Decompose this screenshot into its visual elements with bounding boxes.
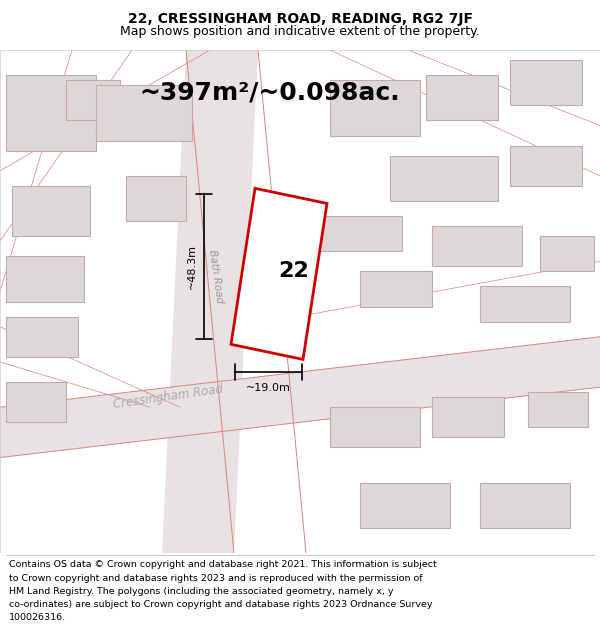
Polygon shape [480, 286, 570, 322]
Polygon shape [432, 397, 504, 437]
Polygon shape [390, 156, 498, 201]
Polygon shape [426, 75, 498, 121]
Polygon shape [126, 176, 186, 221]
Polygon shape [360, 271, 432, 307]
Text: 22, CRESSINGHAM ROAD, READING, RG2 7JF: 22, CRESSINGHAM ROAD, READING, RG2 7JF [128, 12, 473, 26]
Polygon shape [330, 408, 420, 447]
Polygon shape [510, 146, 582, 186]
Polygon shape [510, 60, 582, 106]
Polygon shape [0, 337, 600, 458]
Polygon shape [6, 75, 96, 151]
Text: ~397m²/~0.098ac.: ~397m²/~0.098ac. [140, 80, 400, 104]
Text: Cressingham Road: Cressingham Road [112, 383, 224, 411]
Polygon shape [528, 392, 588, 428]
Text: co-ordinates) are subject to Crown copyright and database rights 2023 Ordnance S: co-ordinates) are subject to Crown copyr… [9, 600, 433, 609]
Text: 100026316.: 100026316. [9, 614, 66, 622]
Polygon shape [432, 226, 522, 266]
Polygon shape [6, 382, 66, 423]
Text: Contains OS data © Crown copyright and database right 2021. This information is : Contains OS data © Crown copyright and d… [9, 560, 437, 569]
Polygon shape [96, 85, 192, 141]
Polygon shape [231, 188, 327, 359]
Text: to Crown copyright and database rights 2023 and is reproduced with the permissio: to Crown copyright and database rights 2… [9, 574, 422, 582]
Text: HM Land Registry. The polygons (including the associated geometry, namely x, y: HM Land Registry. The polygons (includin… [9, 587, 394, 596]
Polygon shape [330, 80, 420, 136]
Text: Map shows position and indicative extent of the property.: Map shows position and indicative extent… [120, 24, 480, 38]
Polygon shape [540, 236, 594, 271]
Polygon shape [162, 50, 258, 553]
Text: 22: 22 [278, 261, 310, 281]
Polygon shape [6, 317, 78, 357]
Polygon shape [360, 482, 450, 528]
Text: ~19.0m: ~19.0m [246, 383, 291, 393]
Polygon shape [12, 186, 90, 236]
Polygon shape [6, 256, 84, 301]
Polygon shape [312, 216, 402, 251]
Text: ~48.3m: ~48.3m [187, 244, 197, 289]
Polygon shape [480, 482, 570, 528]
Polygon shape [66, 80, 120, 121]
Text: Bath Road: Bath Road [207, 249, 225, 304]
